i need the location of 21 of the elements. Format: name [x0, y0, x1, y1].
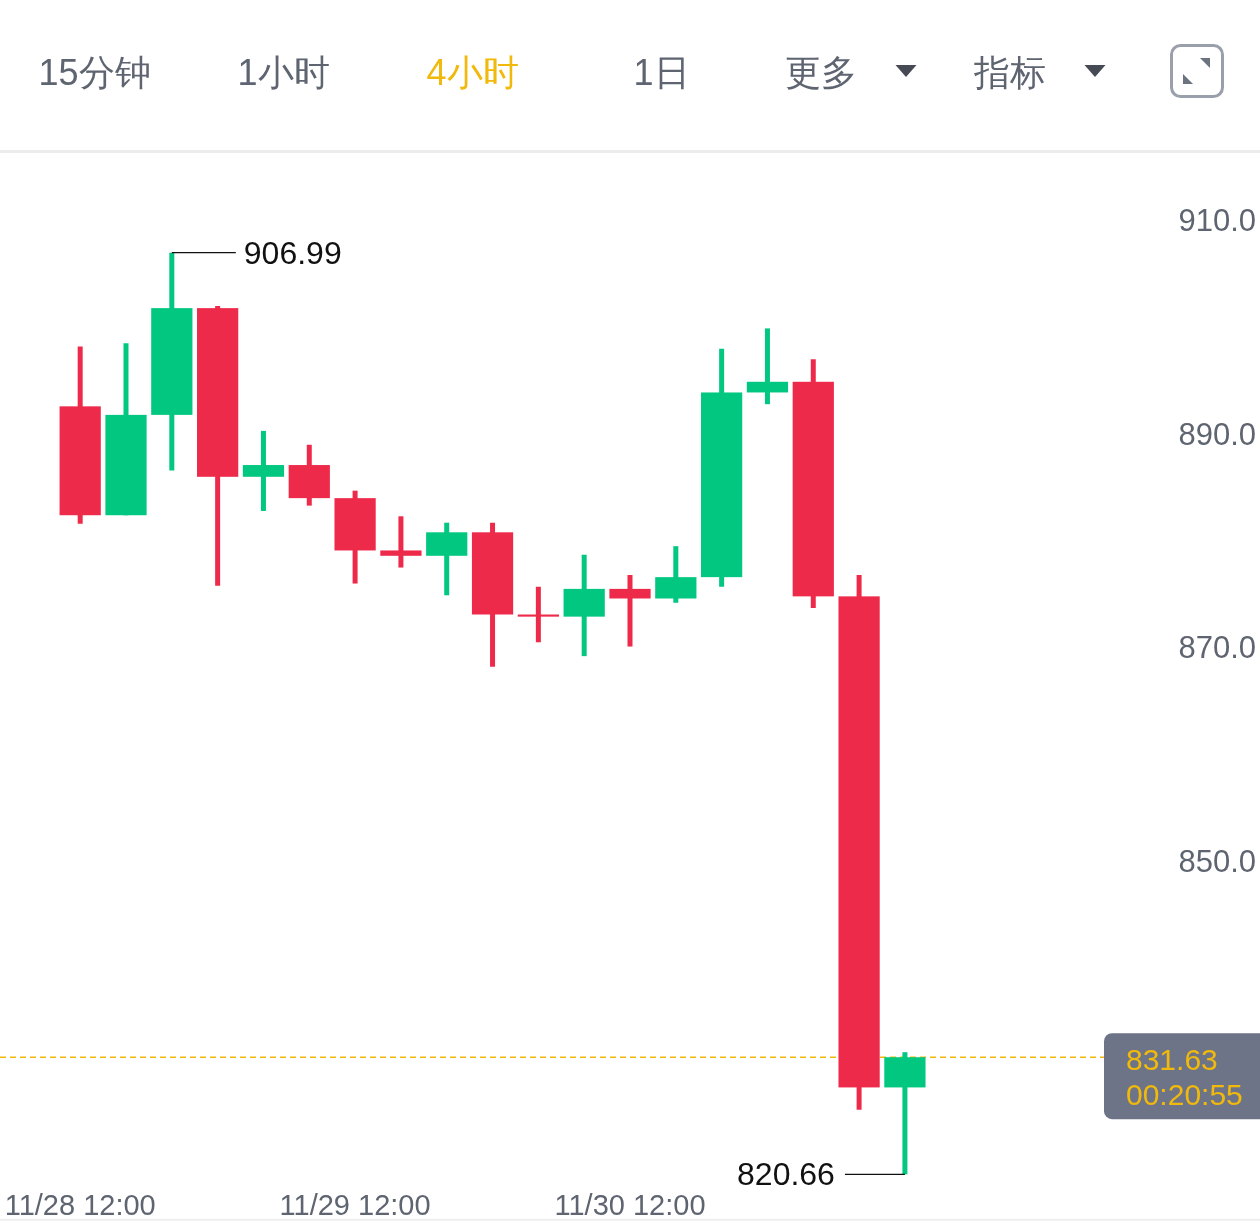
- y-tick-label: 910.0: [1178, 203, 1256, 239]
- x-tick-label: 11/28 12:00: [4, 1189, 156, 1221]
- ref-line-label: 831.63 00:20:55: [1126, 1042, 1243, 1111]
- y-tick-label: 870.0: [1178, 630, 1256, 666]
- y-tick-label: 890.0: [1178, 416, 1256, 452]
- category-label: 15分钟: [38, 51, 151, 93]
- annotation: 820.66: [737, 1156, 835, 1193]
- category-label: 指标: [972, 51, 1046, 93]
- candlestick: [242, 430, 285, 511]
- candlestick: [609, 575, 651, 647]
- candlestick: [380, 516, 422, 568]
- annotation: 906.99: [243, 234, 342, 271]
- y-tick-label: 850.0: [1178, 843, 1256, 879]
- category-label: 1日: [633, 51, 690, 93]
- candlestick: [517, 586, 559, 643]
- candlestick: [746, 328, 789, 405]
- category-label: 更多: [784, 51, 857, 93]
- category-label: 1小时: [237, 51, 330, 93]
- x-tick-label: 11/29 12:00: [279, 1189, 431, 1221]
- x-tick-label: 11/30 12:00: [554, 1189, 706, 1221]
- category-label: 4小时: [426, 51, 519, 93]
